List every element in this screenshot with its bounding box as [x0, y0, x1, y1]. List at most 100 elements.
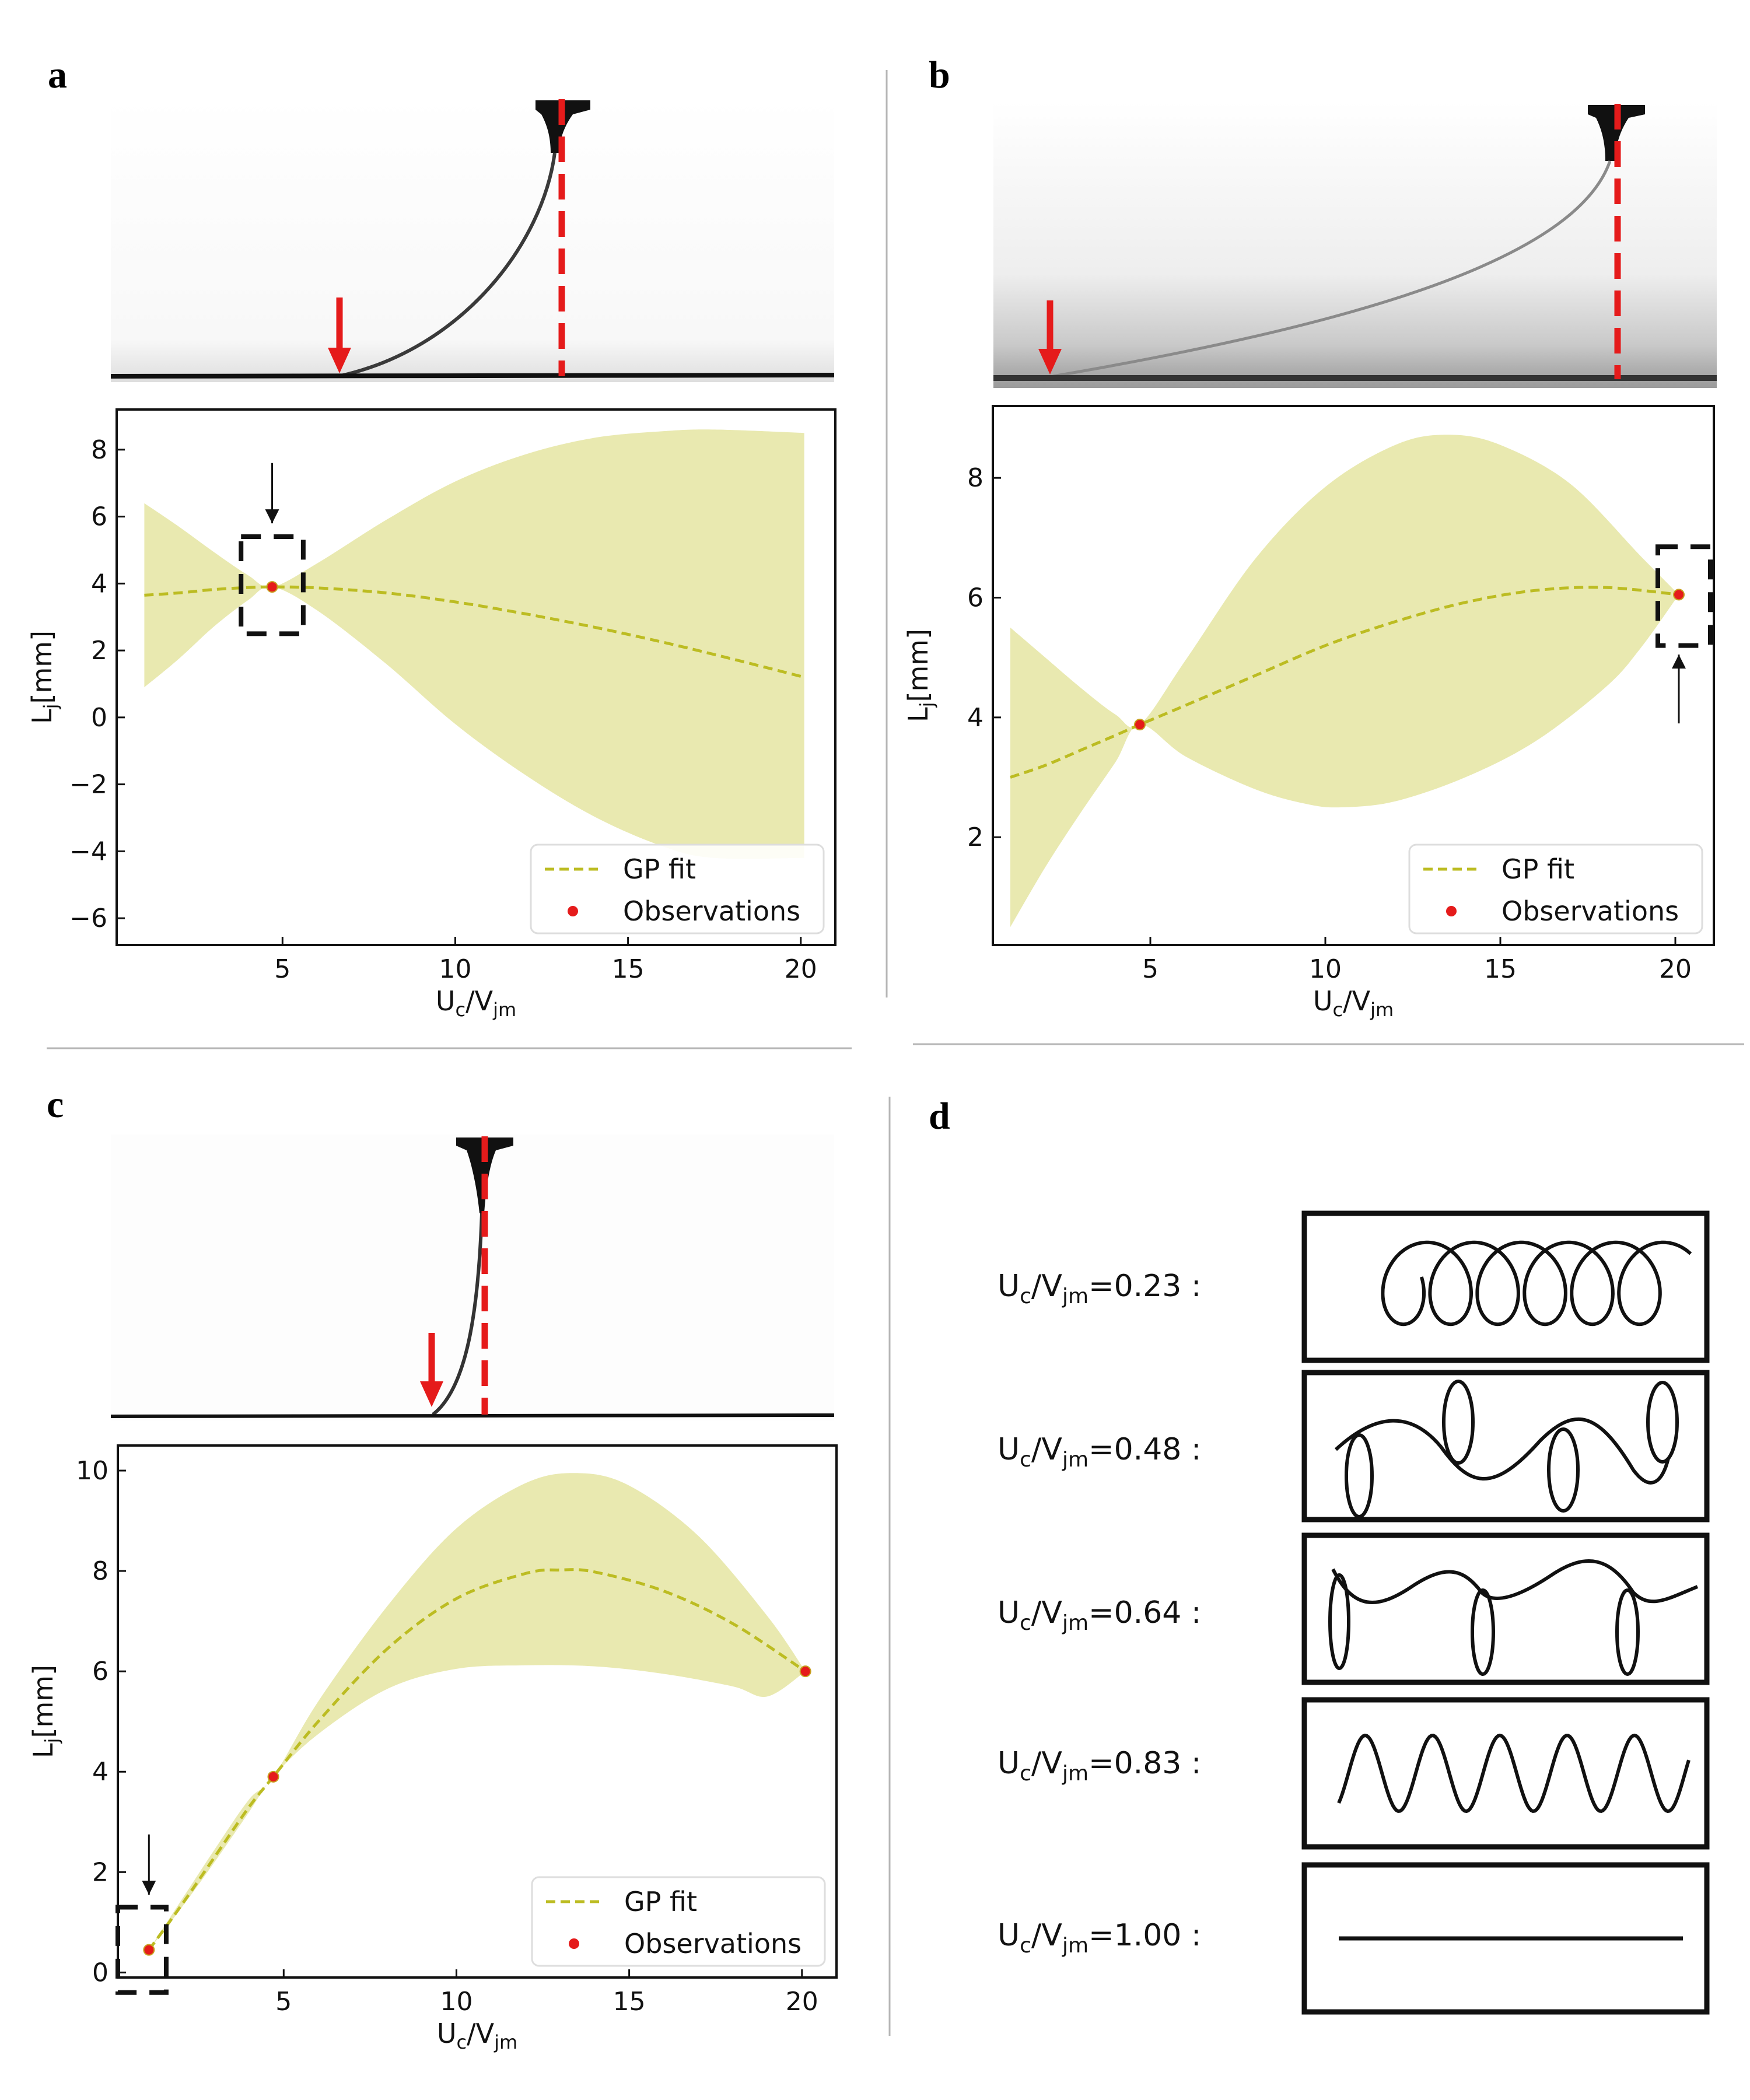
y-tick-label: 10	[76, 1456, 108, 1486]
x-tick-label: 20	[785, 954, 817, 984]
observation-point	[267, 1770, 279, 1783]
pattern-label-3: Uc/Vjm=0.64 :	[998, 1595, 1201, 1635]
legend-obs-swatch	[1446, 906, 1457, 916]
legend-box	[530, 844, 825, 935]
pattern-box-2	[1301, 1370, 1710, 1522]
x-tick-label: 15	[613, 1987, 646, 2017]
jet-stream-a	[338, 152, 556, 378]
y-tick-label: 0	[91, 703, 107, 733]
x-tick-label: 20	[1659, 954, 1692, 984]
x-tick-label: 10	[440, 1987, 473, 2017]
contact-arrow-c	[420, 1333, 443, 1407]
y-tick-label: 4	[967, 703, 984, 733]
pattern-box-3	[1301, 1532, 1710, 1685]
observation-point	[266, 581, 278, 593]
plot-frame	[116, 408, 836, 946]
x-tick-label: 20	[786, 1987, 818, 2017]
legend-obs-swatch	[569, 1938, 579, 1949]
chart-b: 5 10 15 20 2 4 6 8 Uc/Vjm Lj[mm] GP fit Observation…	[902, 405, 1715, 1021]
jet-photo-a	[110, 96, 835, 382]
panel-letter-c: c	[47, 1083, 64, 1126]
pattern-loop	[1345, 1433, 1374, 1518]
x-tick-label: 5	[275, 1987, 292, 2017]
y-tick-label: −6	[69, 904, 107, 933]
pattern-loop	[1646, 1381, 1679, 1464]
nozzle-b	[1588, 105, 1645, 161]
x-tick-label: 10	[439, 954, 471, 984]
substrate-c	[110, 1413, 835, 1418]
legend-obs-label: Observations	[1502, 895, 1679, 927]
confidence-band	[144, 429, 804, 859]
y-tick-label: −4	[69, 836, 107, 866]
y-tick-label: 6	[967, 583, 984, 613]
pattern-box-1	[1301, 1210, 1710, 1363]
y-tick-label: 2	[92, 1857, 108, 1887]
jet-photo-c	[110, 1135, 835, 1420]
pattern-loop	[1547, 1427, 1580, 1513]
y-axis-label: Lj[mm]	[902, 629, 938, 722]
plot-frame	[117, 1444, 838, 1979]
y-axis-label: Lj[mm]	[27, 1665, 63, 1758]
legend-fit-label: GP fit	[624, 1886, 697, 1917]
pattern-box-5	[1301, 1862, 1710, 2015]
y-tick-label: 2	[967, 822, 984, 852]
contact-arrow-a	[328, 298, 351, 373]
legend-obs-swatch	[568, 906, 578, 916]
y-tick-label: 6	[92, 1657, 108, 1686]
legend-fit-label: GP fit	[1502, 853, 1574, 885]
highlight-box	[116, 1905, 169, 1995]
observation-point	[1134, 719, 1146, 731]
observation-point	[143, 1944, 155, 1956]
contact-arrow-b	[1038, 300, 1062, 374]
x-tick-label: 5	[1142, 954, 1158, 984]
highlight-box	[1656, 544, 1713, 648]
jet-stream-c	[432, 1213, 484, 1416]
y-tick-label: 8	[91, 435, 107, 465]
pattern-loop	[1615, 1588, 1640, 1676]
gp-fit-line	[148, 1568, 807, 1951]
y-tick-label: 4	[92, 1757, 108, 1787]
y-tick-label: 2	[91, 636, 107, 666]
gp-fit-line	[144, 585, 805, 679]
legend-box	[531, 1876, 826, 1967]
y-tick-label: 4	[91, 569, 107, 598]
pattern-label-4: Uc/Vjm=0.83 :	[998, 1746, 1201, 1786]
x-tick-label: 15	[1484, 954, 1517, 984]
panel-letter-a: a	[48, 54, 67, 96]
pattern-box-4	[1301, 1697, 1710, 1850]
pattern-translated-wave	[1331, 1559, 1699, 1605]
x-tick-label: 10	[1309, 954, 1342, 984]
legend-obs-label: Observations	[623, 895, 800, 927]
jet-photo-b	[993, 102, 1717, 388]
chart-a: 5 10 15 20 −6 −4 −2 0 2 4 6 8 Uc/Vjm Lj[mm] GP fit Obse…	[26, 408, 836, 1021]
confidence-band	[149, 1473, 806, 1950]
legend-obs-label: Observations	[624, 1928, 802, 1959]
y-axis-label: Lj[mm]	[26, 631, 62, 724]
x-axis-label: Uc/Vjm	[1313, 985, 1394, 1021]
legend-fit-label: GP fit	[623, 853, 696, 885]
y-tick-label: 8	[967, 463, 984, 493]
jet-stream-b	[1052, 160, 1612, 378]
pointer-arrow-head	[265, 509, 279, 524]
x-tick-label: 15	[612, 954, 645, 984]
panel-separators	[47, 70, 1744, 2036]
nozzle-a	[536, 100, 590, 153]
pattern-coil	[1381, 1240, 1692, 1326]
jet-patterns: Uc/Vjm=0.23 : Uc/Vjm=0.48 : Uc/Vjm=0.64 …	[998, 1210, 1710, 2015]
y-tick-label: 0	[92, 1958, 108, 1987]
plot-frame	[992, 405, 1715, 946]
highlight-box	[239, 534, 306, 636]
pattern-meander	[1337, 1733, 1690, 1814]
substrate-a	[110, 373, 835, 379]
observation-point	[1673, 589, 1685, 601]
y-tick-label: −2	[69, 770, 107, 800]
x-axis-label: Uc/Vjm	[437, 2018, 517, 2053]
pattern-loop	[1471, 1588, 1495, 1676]
confidence-band	[1010, 435, 1679, 928]
pattern-loop	[1442, 1380, 1475, 1465]
pattern-label-5: Uc/Vjm=1.00 :	[998, 1918, 1201, 1958]
pointer-arrow-head	[1672, 654, 1686, 669]
gp-fit-line	[1010, 586, 1679, 779]
pointer-arrow-head	[142, 1881, 156, 1895]
